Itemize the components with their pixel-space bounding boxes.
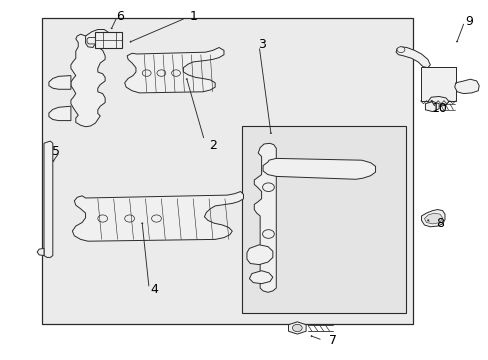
Polygon shape (288, 322, 305, 334)
Polygon shape (37, 248, 44, 256)
Text: 4: 4 (150, 283, 158, 296)
Circle shape (292, 324, 302, 332)
Polygon shape (249, 271, 272, 284)
Polygon shape (87, 37, 95, 44)
Bar (242, 126, 405, 313)
Polygon shape (49, 76, 71, 89)
Text: 5: 5 (52, 145, 60, 158)
Text: 2: 2 (208, 139, 216, 152)
Text: 8: 8 (435, 217, 443, 230)
Polygon shape (246, 245, 272, 265)
Circle shape (142, 70, 151, 76)
Polygon shape (454, 79, 478, 94)
Text: 7: 7 (328, 334, 336, 347)
Text: 3: 3 (257, 39, 265, 51)
Circle shape (262, 183, 274, 192)
Circle shape (171, 70, 180, 76)
Circle shape (98, 215, 107, 222)
Polygon shape (395, 47, 429, 68)
Text: 9: 9 (465, 15, 472, 28)
Polygon shape (263, 158, 375, 179)
Polygon shape (72, 192, 243, 241)
Polygon shape (427, 96, 448, 106)
Circle shape (157, 70, 165, 76)
Polygon shape (124, 48, 224, 93)
Polygon shape (49, 106, 71, 121)
Polygon shape (421, 210, 444, 227)
Text: 6: 6 (116, 10, 123, 23)
Polygon shape (71, 32, 105, 127)
Bar (41, 18, 412, 324)
Text: 10: 10 (431, 102, 447, 114)
Polygon shape (424, 213, 442, 224)
Polygon shape (85, 30, 111, 48)
Bar (95, 32, 122, 48)
Circle shape (124, 215, 134, 222)
Circle shape (151, 215, 161, 222)
Polygon shape (44, 141, 53, 257)
Circle shape (396, 47, 404, 53)
Bar (420, 67, 455, 101)
Circle shape (262, 230, 274, 238)
Text: 1: 1 (189, 10, 197, 23)
Polygon shape (254, 143, 276, 292)
Polygon shape (425, 102, 438, 112)
